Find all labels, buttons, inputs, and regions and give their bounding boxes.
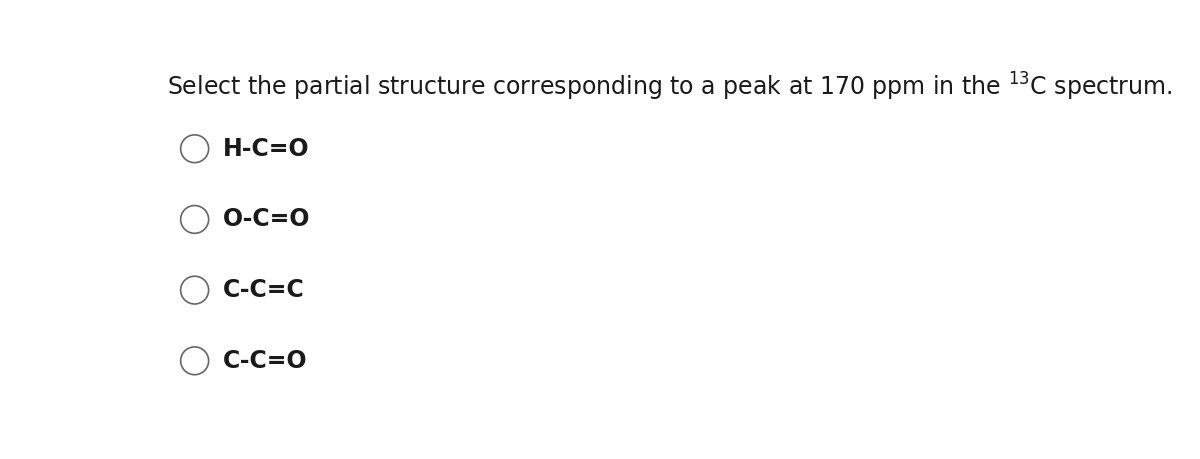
Text: O-C=O: O-C=O [222, 207, 310, 231]
Text: Select the partial structure corresponding to a peak at 170 ppm in the $\mathreg: Select the partial structure correspondi… [167, 71, 1172, 103]
Text: H-C=O: H-C=O [222, 137, 310, 161]
Text: C-C=O: C-C=O [222, 349, 307, 373]
Text: C-C=C: C-C=C [222, 278, 305, 302]
